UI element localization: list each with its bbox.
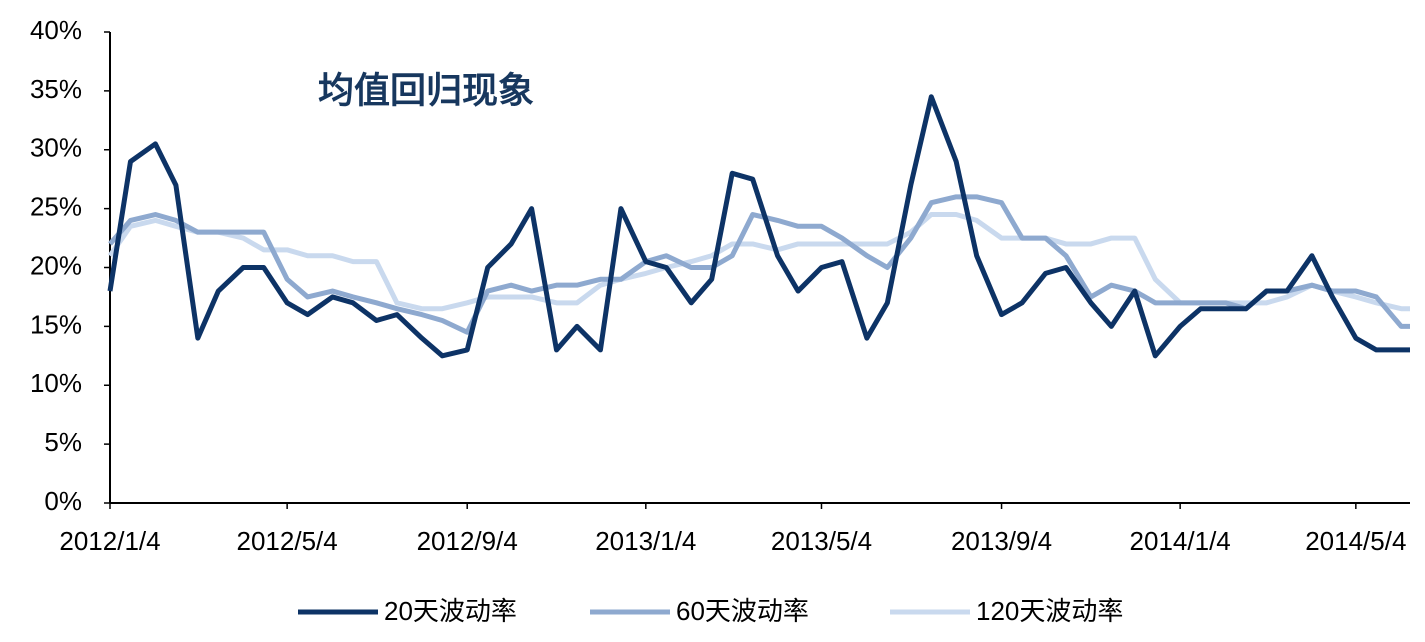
series-line: [107, 94, 1410, 359]
y-tick-label: 30%: [30, 133, 82, 163]
y-tick-label: 10%: [30, 368, 82, 398]
x-tick-label: 2014/1/4: [1130, 526, 1231, 556]
legend-label: 60天波动率: [676, 596, 809, 626]
y-tick-label: 35%: [30, 74, 82, 104]
y-tick-label: 25%: [30, 192, 82, 222]
x-tick-label: 2012/5/4: [237, 526, 338, 556]
y-tick-label: 20%: [30, 250, 82, 280]
x-tick-label: 2013/1/4: [595, 526, 696, 556]
x-tick-label: 2013/5/4: [771, 526, 872, 556]
legend-label: 120天波动率: [976, 596, 1123, 626]
y-tick-label: 0%: [44, 486, 82, 516]
x-tick-label: 2012/1/4: [59, 526, 160, 556]
x-tick-label: 2014/5/4: [1305, 526, 1406, 556]
y-tick-label: 15%: [30, 309, 82, 339]
annotation: 均值回归现象: [318, 70, 534, 111]
y-tick-label: 5%: [44, 427, 82, 457]
x-tick-label: 2012/9/4: [417, 526, 518, 556]
y-tick-label: 40%: [30, 15, 82, 45]
legend-label: 20天波动率: [384, 596, 517, 626]
x-tick-label: 2013/9/4: [951, 526, 1052, 556]
